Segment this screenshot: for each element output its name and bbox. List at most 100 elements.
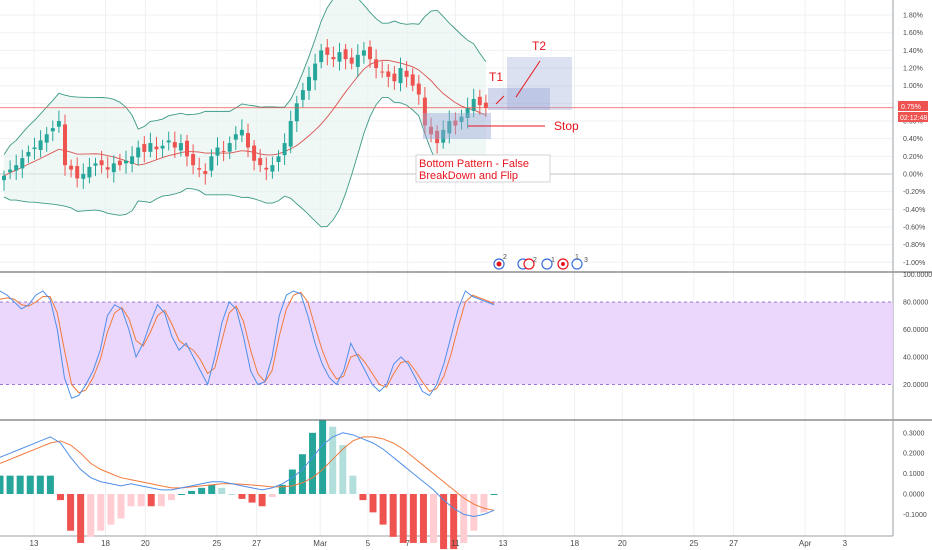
candle	[215, 137, 220, 166]
stochastic-tick-label: 60.0000	[903, 327, 928, 334]
t2-line[interactable]	[515, 60, 541, 98]
time-tick-label: 11	[451, 539, 460, 548]
flag-icon[interactable]	[571, 258, 583, 270]
candle	[380, 61, 385, 78]
candle	[81, 163, 86, 189]
event-badge-count: 1	[575, 254, 579, 261]
macd-histogram-bar	[319, 420, 327, 494]
stochastic-axis[interactable]: 100.0000 80.0000 60.0000 40.0000 20.0000	[903, 272, 932, 389]
candle	[154, 137, 159, 160]
price-axis[interactable]: 1.80%1.60%1.40%1.20%1.00%0.80%0.60%0.40%…	[903, 13, 925, 267]
flag-icon[interactable]	[496, 261, 502, 267]
stochastic-band	[0, 302, 893, 385]
target-zone[interactable]	[488, 88, 550, 110]
macd-histogram-bar	[6, 475, 14, 494]
candle	[300, 82, 305, 108]
macd-histogram-bar	[450, 494, 458, 550]
candle	[294, 95, 299, 132]
candle	[416, 74, 421, 105]
candle	[239, 119, 244, 143]
price-pane[interactable]: T1 T2 Stop Bottom Pattern - FalseBreakDown …	[0, 0, 893, 228]
time-axis[interactable]: 13 18 20 25 27 Mar 5 7 11 13 18 20 25 27 Apr 3	[30, 539, 848, 548]
candle	[14, 154, 19, 180]
t1-line[interactable]	[495, 95, 505, 105]
candle	[160, 139, 165, 158]
bollinger-lower	[3, 97, 487, 228]
macd-axis[interactable]: 0.3000 0.2000 0.1000 0.0000 -0.1000	[903, 430, 927, 519]
event-badge-count: 1	[551, 257, 555, 264]
macd-histogram-bar	[490, 494, 498, 495]
candle	[63, 114, 67, 176]
macd-histogram-bar	[480, 494, 488, 513]
stochastic-tick-label: 80.0000	[903, 300, 928, 307]
candle	[355, 44, 360, 78]
macd-histogram-bar	[419, 494, 427, 543]
macd-histogram-bar	[238, 494, 246, 499]
stochastic-pane[interactable]	[0, 290, 893, 399]
event-badges[interactable]: 2 2 1 1 3	[493, 254, 588, 270]
event-badge-count: 2	[503, 254, 507, 261]
candle	[117, 153, 122, 171]
time-tick-label: 25	[212, 539, 221, 548]
macd-histogram-bar	[208, 484, 216, 494]
macd-histogram-bar	[117, 494, 125, 519]
macd-pane[interactable]	[0, 420, 498, 550]
candle	[477, 89, 482, 115]
candle	[429, 117, 433, 143]
macd-histogram-bar	[389, 494, 397, 537]
macd-histogram-bar	[87, 494, 95, 537]
macd-histogram-bar	[77, 494, 85, 543]
macd-histogram-bar	[298, 454, 306, 494]
candle	[233, 126, 238, 151]
candle	[191, 144, 196, 175]
candle	[8, 160, 13, 180]
time-tick-label: 13	[30, 539, 39, 548]
macd-histogram-bar	[359, 494, 367, 501]
candle	[386, 64, 391, 88]
candle	[465, 97, 470, 129]
t1-label[interactable]: T1	[489, 70, 503, 84]
macd-histogram-bar	[56, 494, 64, 501]
annotations[interactable]: T1 T2 Stop Bottom Pattern - FalseBreakDown …	[415, 39, 579, 183]
macd-histogram-bar	[409, 494, 417, 543]
candle	[50, 120, 55, 142]
candle	[349, 48, 354, 70]
macd-histogram-bar	[26, 475, 34, 494]
candle	[203, 163, 208, 185]
candle	[483, 94, 488, 118]
candle	[111, 155, 116, 183]
pattern-note-box[interactable]	[415, 154, 551, 183]
stop-label[interactable]: Stop	[554, 119, 579, 133]
macd-histogram-bar	[329, 426, 337, 494]
candle	[99, 150, 104, 174]
candle	[227, 136, 232, 159]
candle	[209, 149, 214, 177]
macd-signal-line	[0, 436, 495, 511]
candle	[93, 157, 98, 177]
candle	[447, 110, 452, 144]
candle	[69, 159, 74, 178]
candle	[453, 112, 458, 135]
flag-icon[interactable]	[561, 262, 565, 266]
candle	[337, 42, 342, 71]
macd-histogram-bar	[369, 494, 377, 513]
price-tick-label: 0.00%	[903, 172, 923, 179]
macd-tick-label: -0.1000	[903, 512, 927, 519]
price-tick-label: 1.40%	[903, 48, 923, 55]
pattern-note-line1: Bottom Pattern - False	[419, 158, 529, 170]
candle	[264, 157, 269, 181]
flag-icon[interactable]	[523, 258, 535, 270]
t2-label[interactable]: T2	[532, 39, 546, 53]
pattern-note-line2: BreakDown and Flip	[419, 170, 518, 182]
macd-histogram-bar	[127, 494, 135, 507]
candle	[124, 150, 128, 174]
flag-icon[interactable]	[541, 258, 553, 270]
candle	[325, 39, 330, 66]
macd-line	[0, 432, 495, 517]
target-zone[interactable]	[507, 57, 572, 110]
price-tick-label: 0.20%	[903, 154, 923, 161]
macd-histogram-bar	[137, 494, 145, 507]
price-tick-label: 0.40%	[903, 136, 923, 143]
candle	[38, 130, 43, 158]
